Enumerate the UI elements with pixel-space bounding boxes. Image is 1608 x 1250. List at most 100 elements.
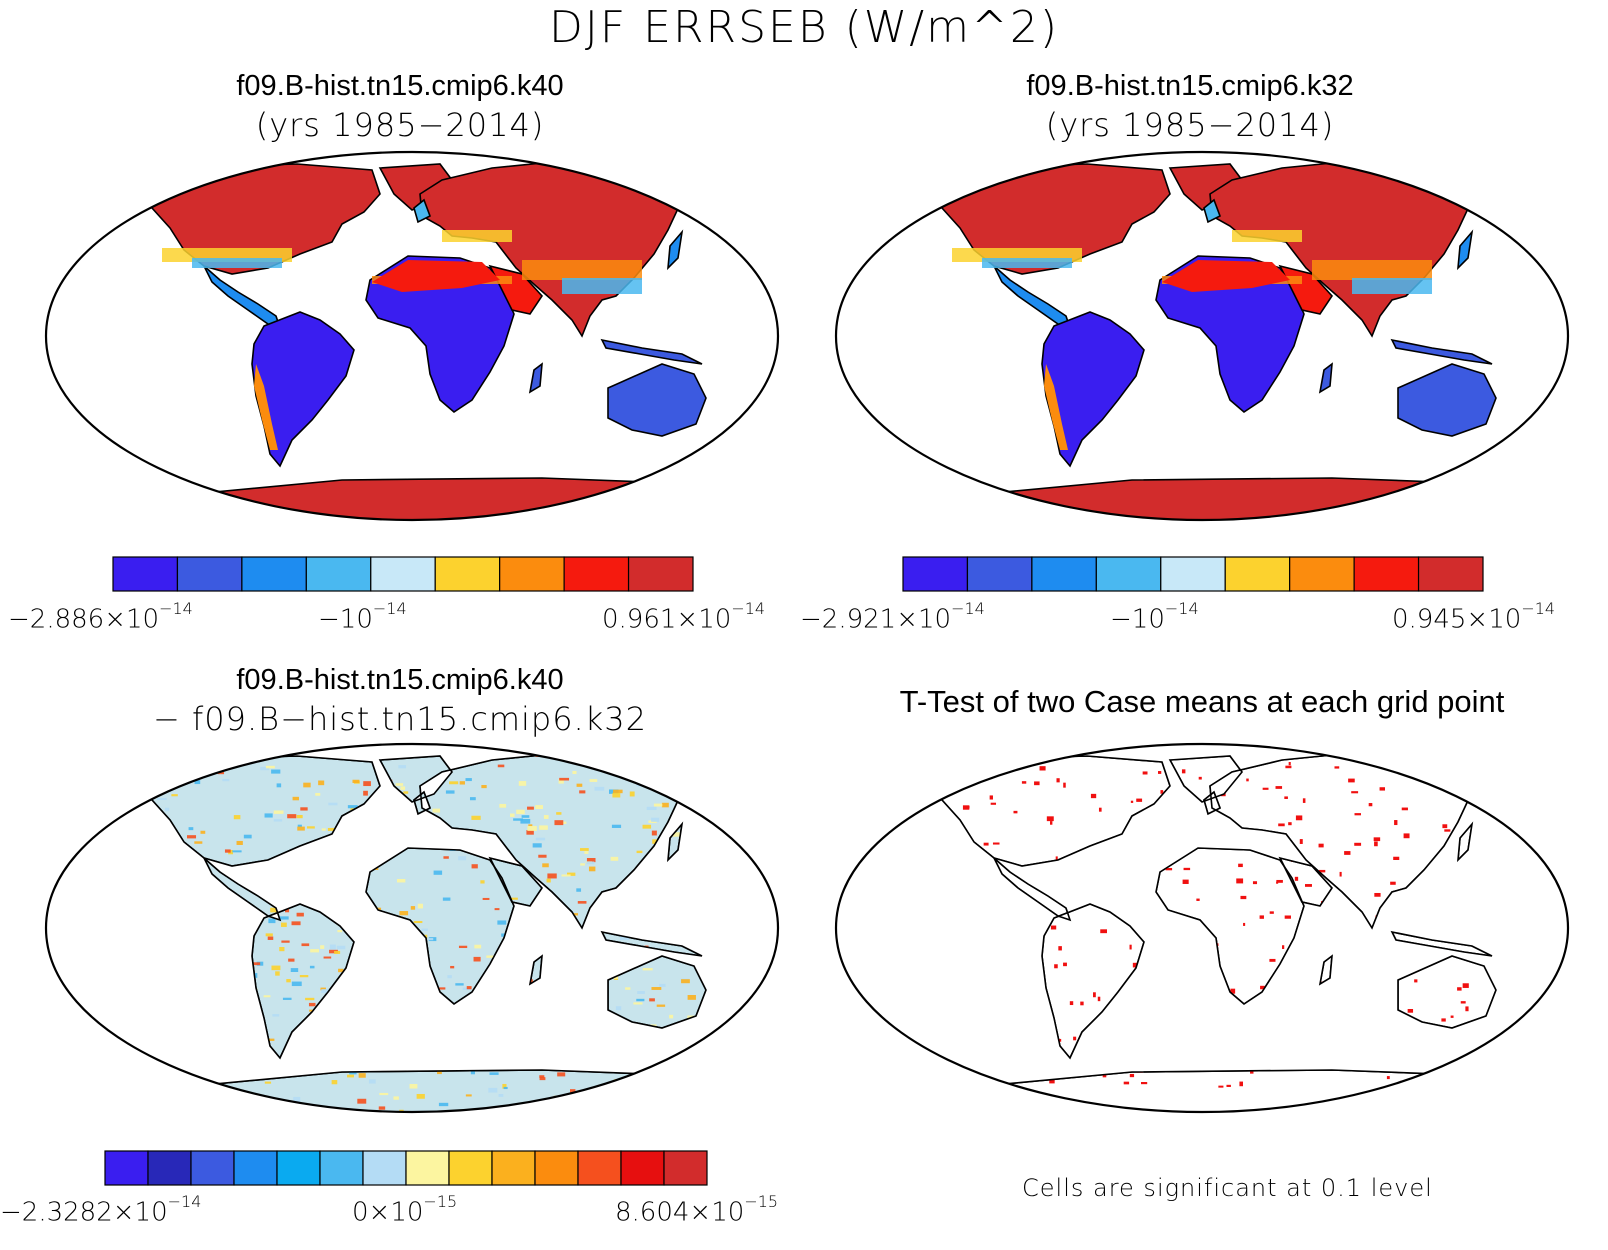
map-frame <box>44 742 780 1114</box>
coastline-nz <box>729 1018 743 1050</box>
diff-speckle <box>416 1093 425 1099</box>
diff-speckle <box>273 810 284 814</box>
diff-speckle <box>243 834 252 839</box>
diff-speckle <box>466 986 472 990</box>
diff-speckle <box>518 781 527 786</box>
diff-speckle <box>562 1106 569 1111</box>
diff-speckle <box>291 981 302 987</box>
diff-speckle <box>438 1102 449 1107</box>
diff-speckle <box>171 794 178 797</box>
diff-speckle <box>297 826 305 831</box>
diff-tick-left: −2.3282×10−14 <box>0 1192 202 1228</box>
diff-speckle <box>528 824 533 827</box>
significant-cell <box>1453 776 1458 781</box>
diff-speckle <box>320 945 325 949</box>
diff-speckle <box>586 861 595 865</box>
diff-speckle <box>260 766 270 771</box>
diff-speckle <box>513 818 524 821</box>
diff-speckle <box>378 1106 386 1110</box>
diff-speckle <box>222 778 230 782</box>
colorbar-swatch <box>448 1150 493 1186</box>
transition-band <box>562 278 642 294</box>
significant-cell <box>1262 787 1269 790</box>
significant-cell <box>1374 841 1378 847</box>
diff-speckle <box>683 1059 693 1063</box>
diff-colorbar <box>104 1150 708 1186</box>
significant-cell <box>1181 769 1186 774</box>
diff-speckle <box>91 1040 101 1044</box>
diff-speckle <box>561 874 571 877</box>
diff-speckle <box>516 809 525 815</box>
colorbar-swatch <box>112 556 179 592</box>
sahara-band <box>1162 260 1290 292</box>
diff-speckle <box>432 808 441 813</box>
diff-speckle <box>273 1110 279 1112</box>
diff-speckle <box>691 760 702 765</box>
diff-speckle <box>176 776 182 781</box>
significant-cell <box>1183 867 1191 871</box>
diff-speckle <box>642 824 652 829</box>
transition-band <box>1232 230 1302 242</box>
significant-cell <box>962 805 970 810</box>
coastline-indonesia <box>1390 930 1493 957</box>
significant-cell <box>1339 871 1342 877</box>
significant-cell <box>1318 843 1324 848</box>
diff-speckle <box>619 936 630 941</box>
diff-speckle <box>250 962 261 966</box>
significant-cell <box>1351 791 1359 794</box>
coastline-uk <box>1203 790 1222 816</box>
diff-speckle <box>140 773 148 776</box>
diff-speckle <box>445 790 455 794</box>
diff-speckle <box>331 1080 338 1085</box>
diff-speckle <box>659 983 666 987</box>
diff-speckle <box>124 1081 133 1087</box>
diff-speckle <box>652 839 658 844</box>
diff-speckle <box>312 1106 321 1111</box>
significant-cell <box>1269 911 1274 914</box>
diff-speckle <box>465 778 472 782</box>
diff-speckle <box>363 781 371 787</box>
diff-speckle <box>640 1074 645 1077</box>
significant-cell <box>1218 1085 1224 1088</box>
case1-subtitle: (yrs 1985−2014) <box>255 106 545 144</box>
significant-cell <box>1495 811 1502 816</box>
significant-cell <box>1373 837 1381 842</box>
colorbar-swatch <box>104 1150 149 1186</box>
colorbar-swatch <box>1224 556 1291 592</box>
colorbar-swatch <box>405 1150 450 1186</box>
significant-cell <box>1050 925 1057 930</box>
significant-cell <box>1013 810 1018 814</box>
coastline-samerica <box>251 903 355 1060</box>
diff-speckle <box>469 797 476 801</box>
coastline-africa <box>1155 847 1305 1006</box>
coastline-indonesia <box>600 930 703 957</box>
diff-speckle <box>368 1079 376 1084</box>
diff-speckle <box>421 928 428 932</box>
diff-speckle <box>287 1106 298 1111</box>
diff-speckle <box>586 858 596 863</box>
diff-speckle <box>275 1099 280 1105</box>
transition-band <box>192 258 282 268</box>
diff-speckle <box>562 821 567 824</box>
diff-speckle <box>409 1084 418 1089</box>
diff-speckle <box>276 783 282 788</box>
significant-cell <box>983 842 989 846</box>
diff-speckle <box>690 1070 700 1076</box>
diff-speckle <box>615 1006 622 1011</box>
significant-cell <box>1093 992 1096 998</box>
diff-speckle <box>569 1089 576 1095</box>
coastline-arabia <box>488 856 544 907</box>
diff-speckle <box>647 1075 656 1080</box>
diff-speckle <box>642 765 652 770</box>
map-frame <box>834 742 1570 1114</box>
diff-speckle <box>471 864 478 869</box>
diff-speckle <box>669 1014 674 1019</box>
significant-cell <box>1269 958 1276 962</box>
diff-speckle <box>106 800 111 804</box>
case1-map <box>44 150 780 522</box>
diff-speckle <box>290 968 299 973</box>
diff-speckle <box>458 856 467 861</box>
significant-cell <box>1142 771 1148 775</box>
case2-tick-mid: −10−14 <box>1110 599 1199 635</box>
significant-cell <box>1386 1076 1390 1080</box>
